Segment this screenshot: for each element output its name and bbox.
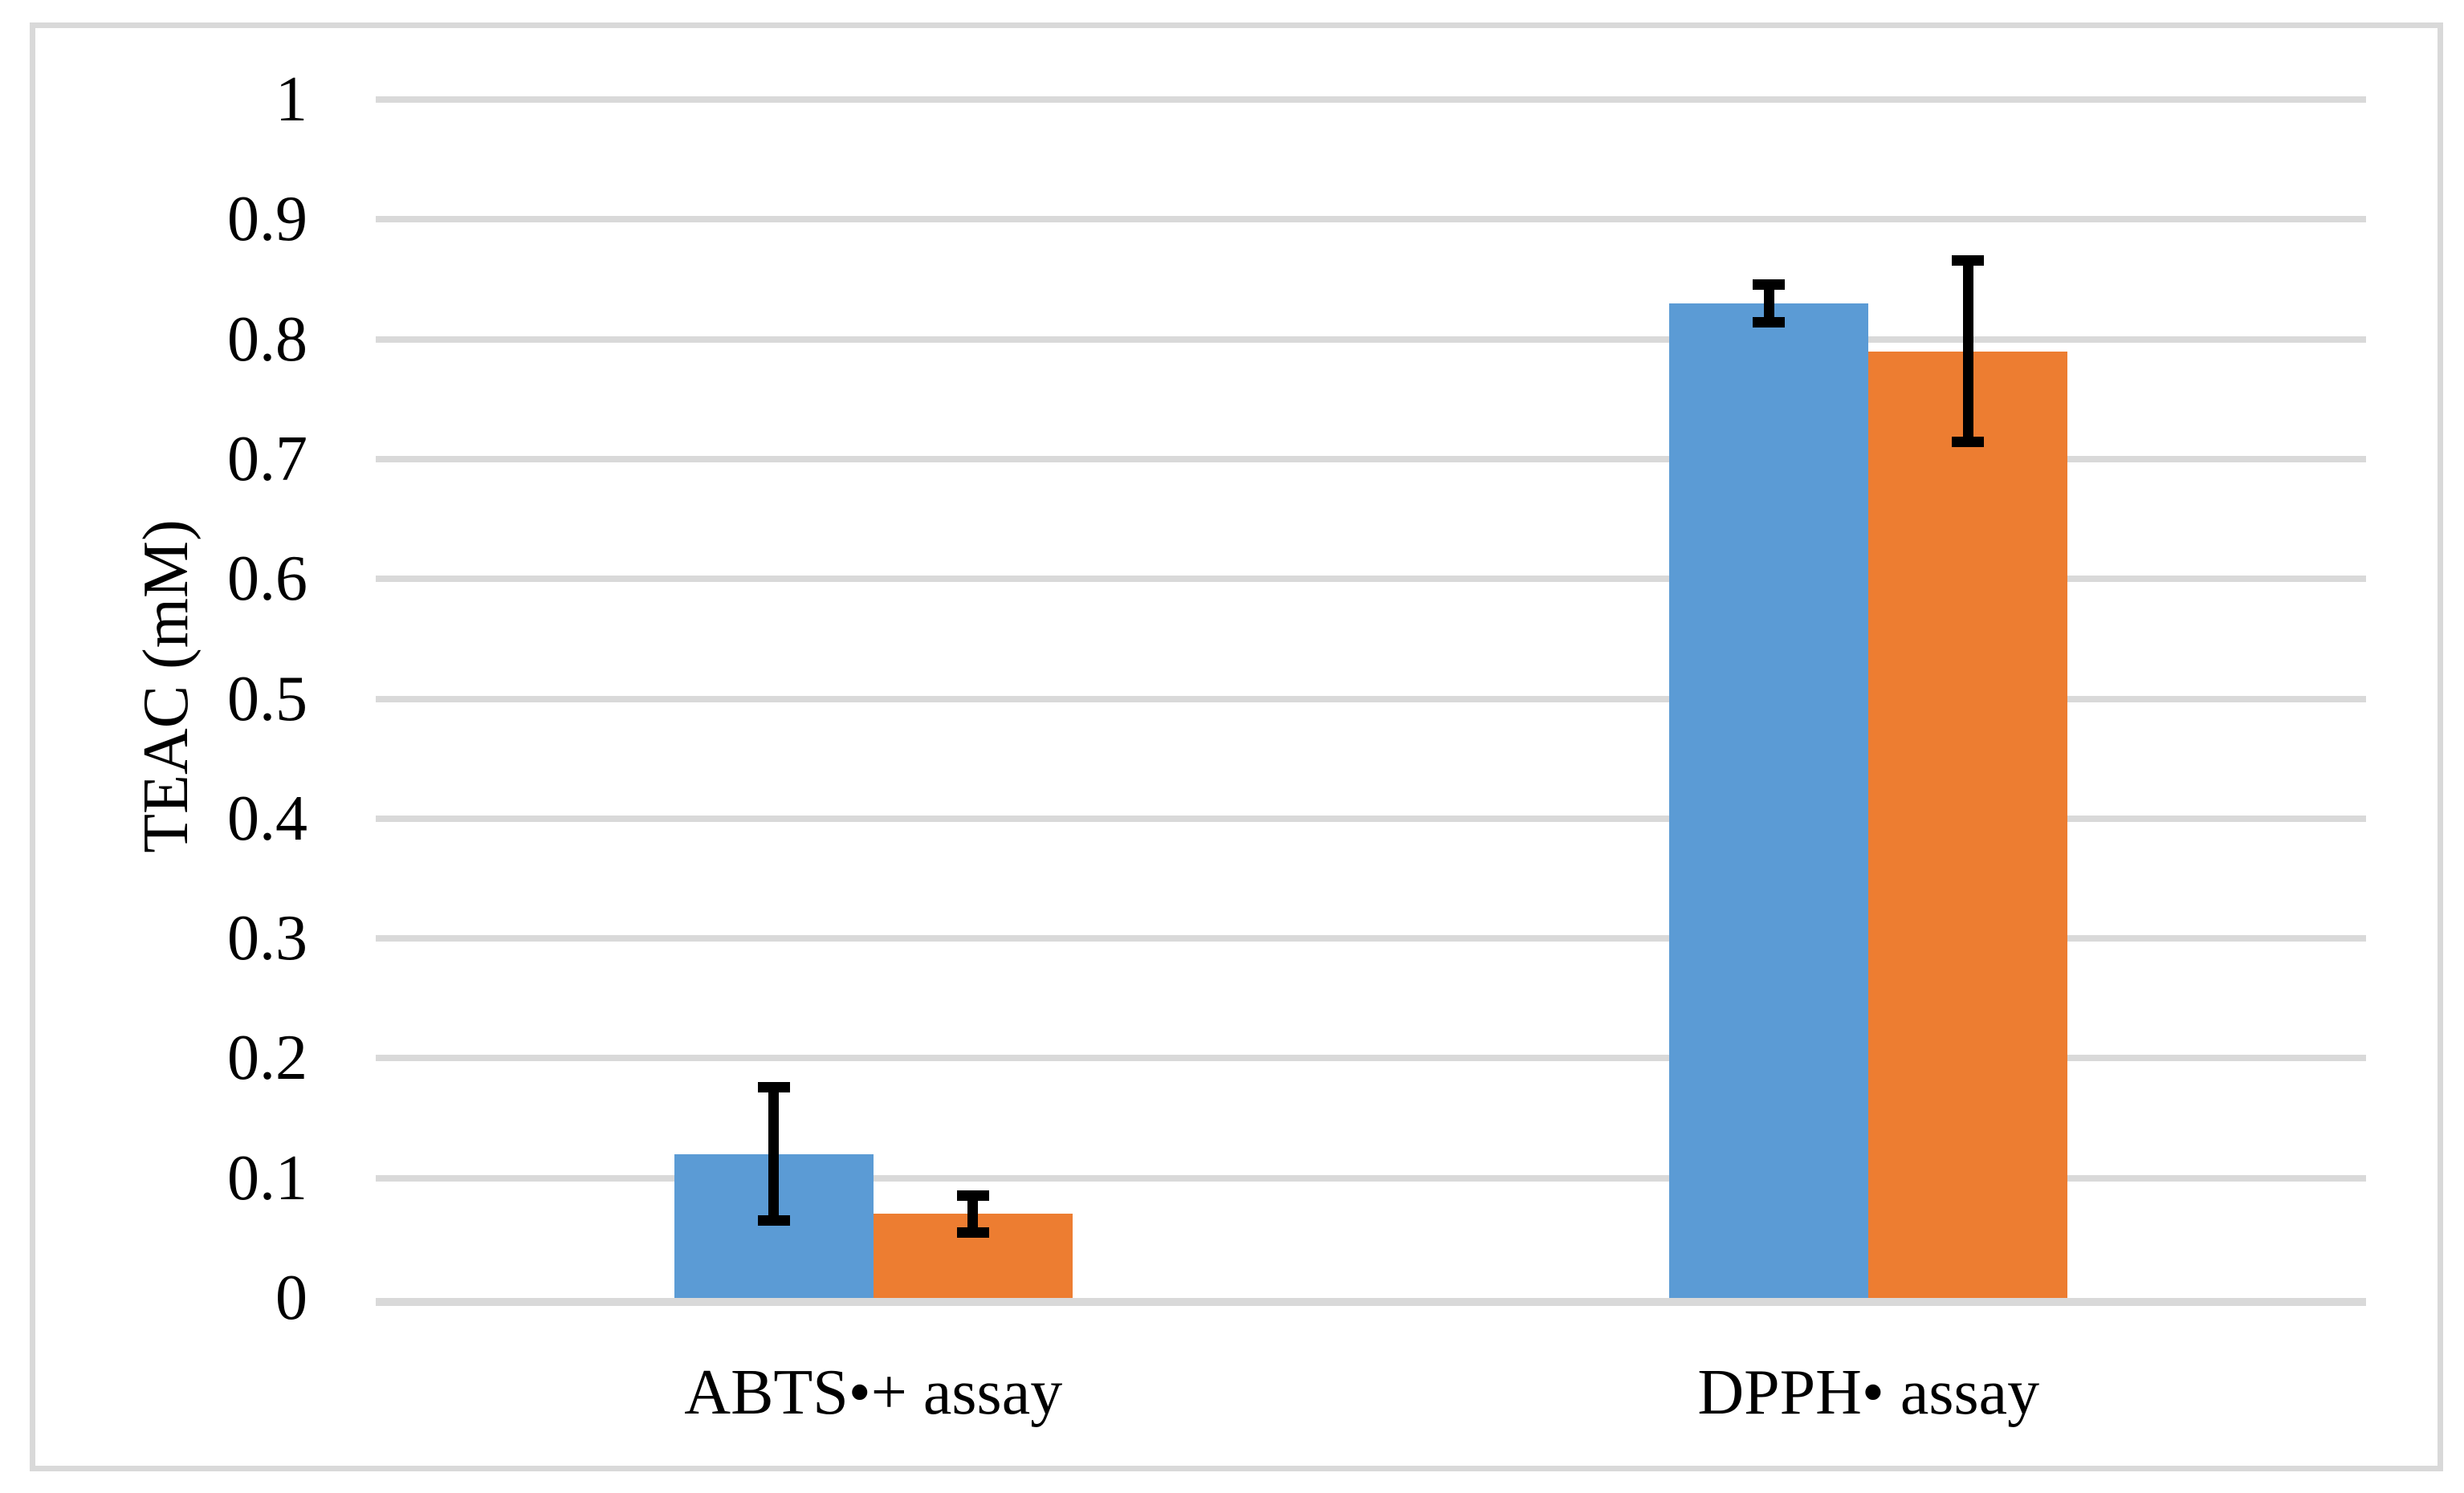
errorbar-line-category2-series-1 bbox=[1763, 279, 1774, 327]
x-category-label-1: ABTS•+ assay bbox=[684, 1357, 1063, 1428]
y-tick-label-0.7: 0.7 bbox=[227, 423, 307, 494]
x-category-label-2: DPPH• assay bbox=[1697, 1357, 2040, 1428]
errorbar-line-category1-series-2 bbox=[967, 1190, 979, 1239]
y-tick-label-0.2: 0.2 bbox=[227, 1023, 307, 1094]
y-tick-label-0.4: 0.4 bbox=[227, 783, 307, 854]
errorbar-line-category2-series-2 bbox=[1962, 255, 1973, 447]
x-axis-line bbox=[376, 1298, 2366, 1306]
errorbar-cap-top-category2-series-2 bbox=[1952, 255, 1985, 266]
y-axis-title: TEAC (mM) bbox=[131, 519, 202, 853]
y-tick-label-0.6: 0.6 bbox=[227, 543, 307, 615]
errorbar-cap-bottom-category1-series-1 bbox=[757, 1215, 790, 1227]
y-tick-label-0.8: 0.8 bbox=[227, 303, 307, 375]
bar-category2-series-1 bbox=[1669, 303, 1869, 1298]
gridline-0.6 bbox=[376, 576, 2366, 583]
errorbar-cap-bottom-category2-series-2 bbox=[1952, 436, 1985, 447]
gridline-0.7 bbox=[376, 455, 2366, 462]
errorbar-cap-bottom-category2-series-1 bbox=[1753, 316, 1786, 327]
errorbar-cap-bottom-category1-series-2 bbox=[956, 1227, 989, 1239]
errorbar-line-category1-series-1 bbox=[768, 1082, 780, 1227]
y-tick-label-0.3: 0.3 bbox=[227, 903, 307, 974]
bar-category2-series-2 bbox=[1868, 351, 2068, 1298]
gridline-1 bbox=[376, 96, 2366, 103]
gridline-0.4 bbox=[376, 815, 2366, 822]
y-tick-label-1: 1 bbox=[275, 64, 307, 135]
gridline-0.8 bbox=[376, 336, 2366, 343]
y-tick-label-0.5: 0.5 bbox=[227, 663, 307, 734]
y-tick-label-0: 0 bbox=[275, 1263, 307, 1333]
chart-border bbox=[30, 22, 2443, 1471]
errorbar-cap-top-category1-series-2 bbox=[956, 1190, 989, 1201]
errorbar-cap-top-category2-series-1 bbox=[1753, 279, 1786, 290]
y-tick-label-0.9: 0.9 bbox=[227, 184, 307, 255]
gridline-0.3 bbox=[376, 935, 2366, 942]
gridline-0.9 bbox=[376, 216, 2366, 223]
gridline-0.5 bbox=[376, 695, 2366, 702]
gridline-0.1 bbox=[376, 1174, 2366, 1182]
y-tick-label-0.1: 0.1 bbox=[227, 1142, 307, 1214]
errorbar-cap-top-category1-series-1 bbox=[757, 1082, 790, 1093]
gridline-0.2 bbox=[376, 1055, 2366, 1062]
